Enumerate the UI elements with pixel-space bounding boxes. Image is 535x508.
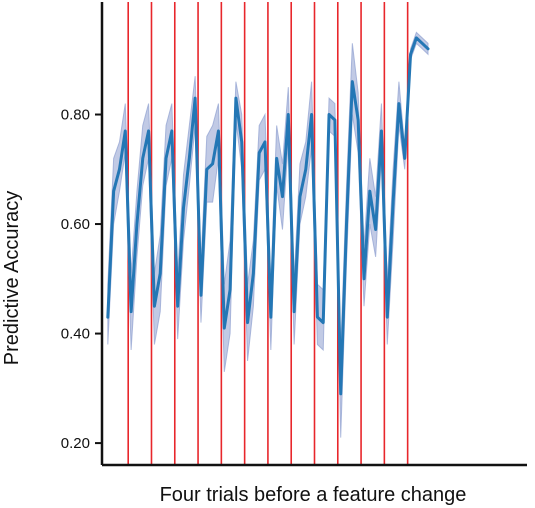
series-line-layer [106, 36, 430, 396]
y-ticks-layer: 0.20 0.40 0.60 0.80 [61, 107, 102, 452]
x-axis-title: Four trials before a feature change [160, 484, 467, 506]
y-axis-title: Predictive Accuracy [1, 191, 23, 366]
y-tick-label-0.40: 0.40 [61, 326, 90, 343]
axes-layer [100, 2, 527, 467]
y-tick-label-0.80: 0.80 [61, 107, 90, 124]
y-tick-label-0.20: 0.20 [61, 435, 90, 452]
accuracy-series-line [106, 36, 430, 396]
y-tick-label-0.60: 0.60 [61, 216, 90, 233]
